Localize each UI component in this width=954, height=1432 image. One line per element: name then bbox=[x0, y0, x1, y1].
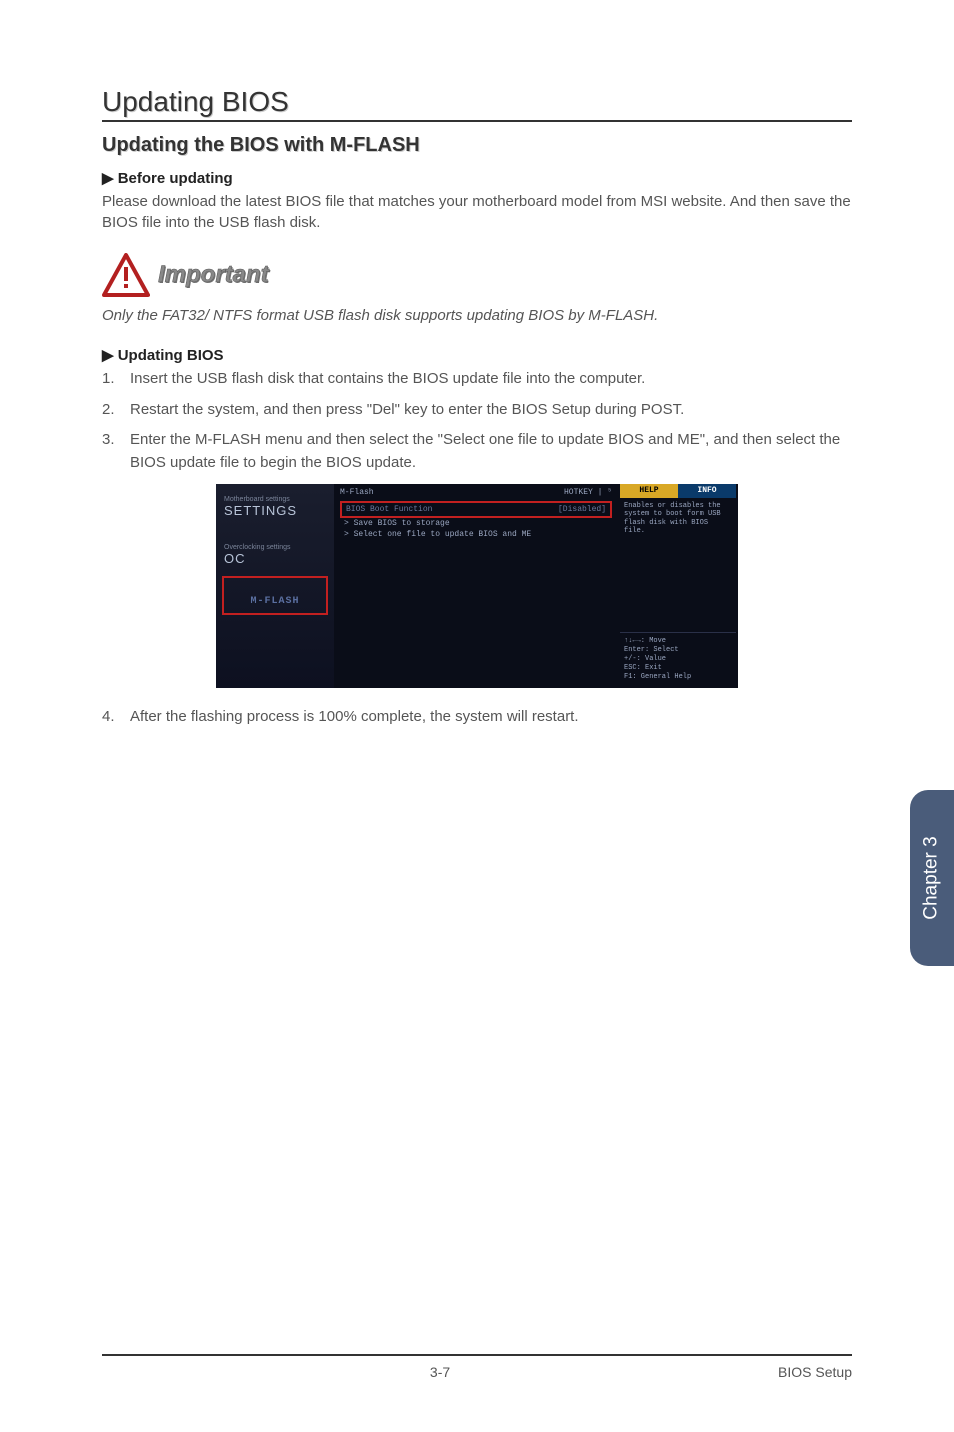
bios-screenshot: Motherboard settings SETTINGS Overclocki… bbox=[216, 484, 738, 688]
settings-small-label: Motherboard settings bbox=[224, 496, 326, 503]
sub-heading: Updating the BIOS with M-FLASH bbox=[102, 134, 852, 157]
mflash-label: M-FLASH bbox=[250, 596, 299, 607]
important-note: Only the FAT32/ NTFS format USB flash di… bbox=[102, 305, 852, 326]
info-tab: INFO bbox=[678, 484, 736, 498]
nav-help: ↑↓←→: Move Enter: Select +/-: Value ESC:… bbox=[620, 632, 736, 686]
oc-big-label: OC bbox=[224, 551, 326, 566]
settings-big-label: SETTINGS bbox=[224, 503, 326, 518]
steps-list: Insert the USB flash disk that contains … bbox=[102, 368, 852, 474]
sidebar-settings: Motherboard settings SETTINGS bbox=[216, 490, 334, 520]
before-updating-label: ▶ Before updating bbox=[102, 169, 852, 187]
bios-right-panel: HELP INFO Enables or disables the system… bbox=[618, 484, 738, 688]
main-heading: Updating BIOS bbox=[102, 86, 852, 122]
page-number: 3-7 bbox=[430, 1364, 450, 1380]
page-footer: 3-7 BIOS Setup bbox=[102, 1354, 852, 1380]
section-label: BIOS Setup bbox=[778, 1364, 852, 1380]
step-3: Enter the M-FLASH menu and then select t… bbox=[102, 429, 852, 474]
step-1: Insert the USB flash disk that contains … bbox=[102, 368, 852, 391]
bios-sidebar: Motherboard settings SETTINGS Overclocki… bbox=[216, 484, 334, 688]
sidebar-mflash-box: M-FLASH bbox=[222, 576, 328, 615]
warning-icon bbox=[102, 253, 150, 297]
boot-func-value: [Disabled] bbox=[558, 505, 606, 514]
help-text: Enables or disables the system to boot f… bbox=[620, 498, 736, 632]
boot-func-label: BIOS Boot Function bbox=[346, 505, 432, 514]
step-4: After the flashing process is 100% compl… bbox=[102, 706, 852, 729]
help-tab: HELP bbox=[620, 484, 678, 498]
bios-boot-function-row: BIOS Boot Function [Disabled] bbox=[340, 501, 612, 518]
updating-bios-label: ▶ Updating BIOS bbox=[102, 346, 852, 364]
chapter-tab: Chapter 3 bbox=[910, 790, 954, 966]
chapter-label: Chapter 3 bbox=[921, 836, 943, 919]
sidebar-oc: Overclocking settings OC bbox=[216, 538, 334, 568]
step-2: Restart the system, and then press "Del"… bbox=[102, 399, 852, 422]
before-updating-text: Please download the latest BIOS file tha… bbox=[102, 191, 852, 233]
important-label: Important bbox=[158, 261, 269, 289]
hotkey-label: HOTKEY | ⁵ bbox=[564, 488, 612, 497]
save-bios-row: > Save BIOS to storage bbox=[340, 518, 612, 529]
bios-main-panel: M-Flash HOTKEY | ⁵ BIOS Boot Function [D… bbox=[334, 484, 618, 688]
oc-small-label: Overclocking settings bbox=[224, 544, 326, 551]
important-callout: Important bbox=[102, 253, 852, 297]
steps-list-continued: After the flashing process is 100% compl… bbox=[102, 706, 852, 729]
mflash-title: M-Flash bbox=[340, 488, 374, 497]
select-file-row: > Select one file to update BIOS and ME bbox=[340, 529, 612, 540]
